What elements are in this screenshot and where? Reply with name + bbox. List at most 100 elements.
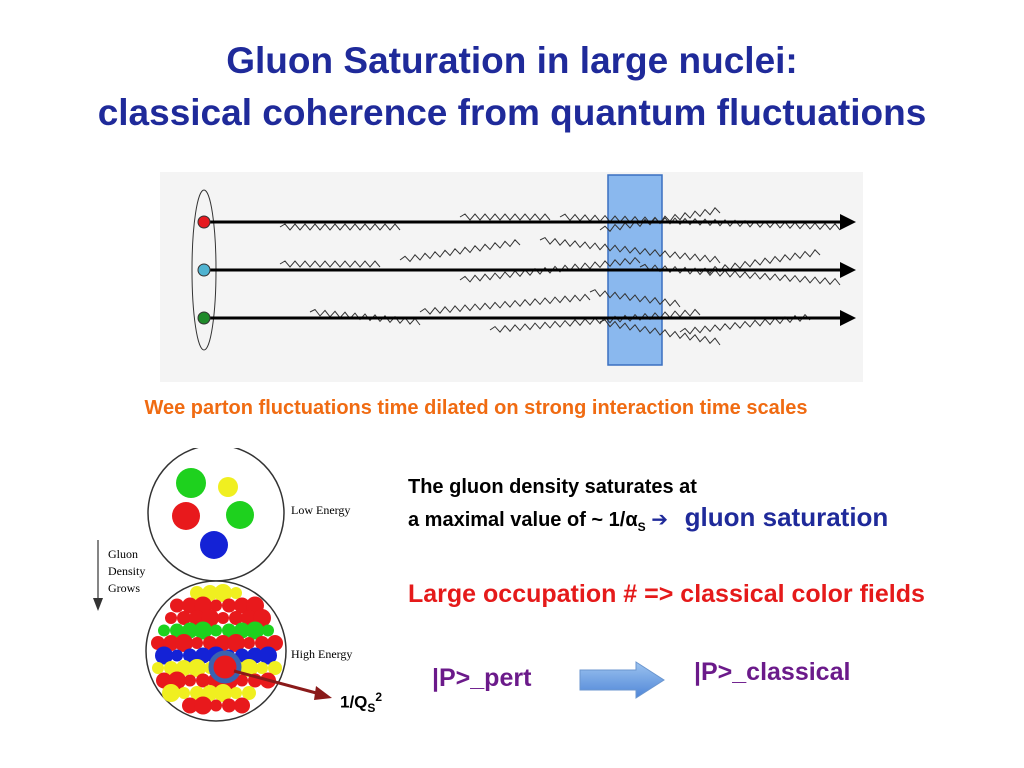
state-pert: |P>_pert bbox=[432, 664, 532, 692]
qs-arrow-head bbox=[314, 686, 332, 700]
gluon-wave bbox=[559, 213, 841, 231]
green-gluon bbox=[226, 501, 254, 529]
arrow-right-icon: ➔ bbox=[651, 509, 668, 531]
slide-title-line1: Gluon Saturation in large nuclei: bbox=[226, 40, 798, 81]
red-gluon bbox=[163, 635, 179, 651]
red-gluon bbox=[182, 697, 198, 714]
blue-gluon bbox=[200, 531, 228, 559]
red-gluon bbox=[170, 598, 184, 613]
red-gluon bbox=[267, 635, 283, 651]
red-gluon bbox=[194, 696, 212, 715]
low-energy-disk bbox=[147, 448, 285, 582]
red-gluon bbox=[222, 598, 236, 613]
red-gluon bbox=[182, 597, 198, 614]
yellow-gluon bbox=[218, 477, 238, 497]
blue-gluon bbox=[183, 648, 197, 663]
gluon-wave bbox=[459, 256, 641, 283]
red-gluon bbox=[215, 635, 231, 651]
figure-caption: Wee parton fluctuations time dilated on … bbox=[144, 397, 808, 419]
red-gluon bbox=[222, 698, 236, 713]
red-gluon bbox=[156, 672, 172, 689]
yellow-gluon bbox=[242, 686, 256, 700]
red-gluon bbox=[191, 637, 203, 649]
yellow-gluon bbox=[230, 687, 242, 699]
red-gluon bbox=[236, 674, 248, 687]
green-gluon bbox=[222, 623, 236, 638]
gluon-wave bbox=[399, 239, 521, 263]
gluon-wave bbox=[309, 308, 421, 326]
blue-gluon bbox=[171, 649, 183, 662]
state-classical: |P>_classical bbox=[694, 658, 851, 686]
yellow-gluon bbox=[164, 661, 178, 675]
gluon-grows-label-3: Grows bbox=[108, 581, 140, 595]
yellow-gluon bbox=[152, 662, 164, 674]
blue-gluon bbox=[259, 646, 277, 665]
gluon-wave bbox=[459, 213, 551, 221]
red-gluon bbox=[227, 634, 245, 652]
saturation-probe bbox=[208, 650, 242, 684]
high-energy-label: High Energy bbox=[291, 647, 352, 661]
yellow-gluon bbox=[202, 585, 218, 601]
green-gluon bbox=[262, 624, 274, 637]
green-parton bbox=[197, 311, 211, 325]
red-gluon bbox=[210, 599, 222, 612]
yellow-gluon bbox=[190, 686, 204, 700]
yellow-gluon bbox=[176, 660, 192, 676]
blue-parton bbox=[197, 263, 211, 277]
yellow-gluon bbox=[230, 587, 242, 599]
yellow-gluon bbox=[214, 684, 232, 702]
density-line1: The gluon density saturates at bbox=[408, 476, 697, 498]
gluon-wave bbox=[679, 313, 811, 335]
gluon-density-diagram: Low Energy Gluon Density Grows High Ener… bbox=[93, 448, 352, 722]
red-gluon bbox=[210, 699, 222, 712]
gluon-wave bbox=[589, 289, 681, 308]
red-gluon bbox=[234, 697, 250, 714]
gluon-wave bbox=[419, 293, 591, 315]
yellow-gluon bbox=[178, 687, 190, 699]
occupation-statement: Large occupation # => classical color fi… bbox=[408, 580, 925, 608]
green-gluon bbox=[210, 624, 222, 637]
gluon-wave bbox=[599, 319, 721, 346]
gluon-wave bbox=[279, 223, 401, 231]
green-gluon bbox=[158, 624, 170, 637]
red-gluon bbox=[172, 502, 200, 530]
blue-gluon bbox=[155, 646, 173, 665]
low-energy-label: Low Energy bbox=[291, 503, 350, 517]
yellow-gluon bbox=[190, 586, 204, 600]
gluon-grows-label-1: Gluon bbox=[108, 547, 138, 561]
yellow-gluon bbox=[214, 584, 232, 602]
qs-label: 1/QS2 bbox=[340, 690, 383, 716]
slide-title-line2: classical coherence from quantum fluctua… bbox=[97, 92, 927, 133]
red-gluon bbox=[184, 674, 196, 687]
red-gluon bbox=[177, 611, 191, 625]
saturation-label: gluon saturation bbox=[684, 502, 889, 532]
transition-arrow-icon bbox=[579, 661, 665, 699]
yellow-gluon bbox=[162, 684, 180, 702]
red-gluon bbox=[151, 636, 165, 650]
red-gluon bbox=[175, 634, 193, 652]
density-line2: a maximal value of ~ 1/αS ➔ gluon satura… bbox=[408, 502, 889, 534]
gluon-wave bbox=[539, 236, 721, 264]
yellow-gluon bbox=[268, 661, 282, 675]
gluon-wave bbox=[279, 260, 381, 268]
red-gluon bbox=[243, 637, 255, 649]
green-gluon bbox=[170, 623, 184, 638]
green-gluon bbox=[176, 468, 206, 498]
red-gluon bbox=[165, 612, 177, 624]
density-statement: The gluon density saturates at a maximal… bbox=[408, 472, 888, 542]
green-gluon bbox=[194, 621, 212, 640]
red-gluon bbox=[217, 612, 229, 624]
red-gluon bbox=[229, 611, 243, 625]
red-gluon bbox=[255, 636, 269, 650]
figure-background bbox=[160, 172, 863, 382]
yellow-gluon bbox=[188, 659, 206, 677]
gluon-grows-label-2: Density bbox=[108, 564, 145, 578]
yellow-gluon bbox=[256, 662, 268, 674]
green-gluon bbox=[246, 621, 264, 640]
red-gluon bbox=[203, 636, 217, 650]
red-gluon bbox=[196, 673, 210, 688]
parton-lines bbox=[204, 220, 848, 320]
yellow-gluon bbox=[202, 685, 218, 701]
red-parton bbox=[197, 215, 211, 229]
gluon-wave bbox=[699, 249, 821, 275]
